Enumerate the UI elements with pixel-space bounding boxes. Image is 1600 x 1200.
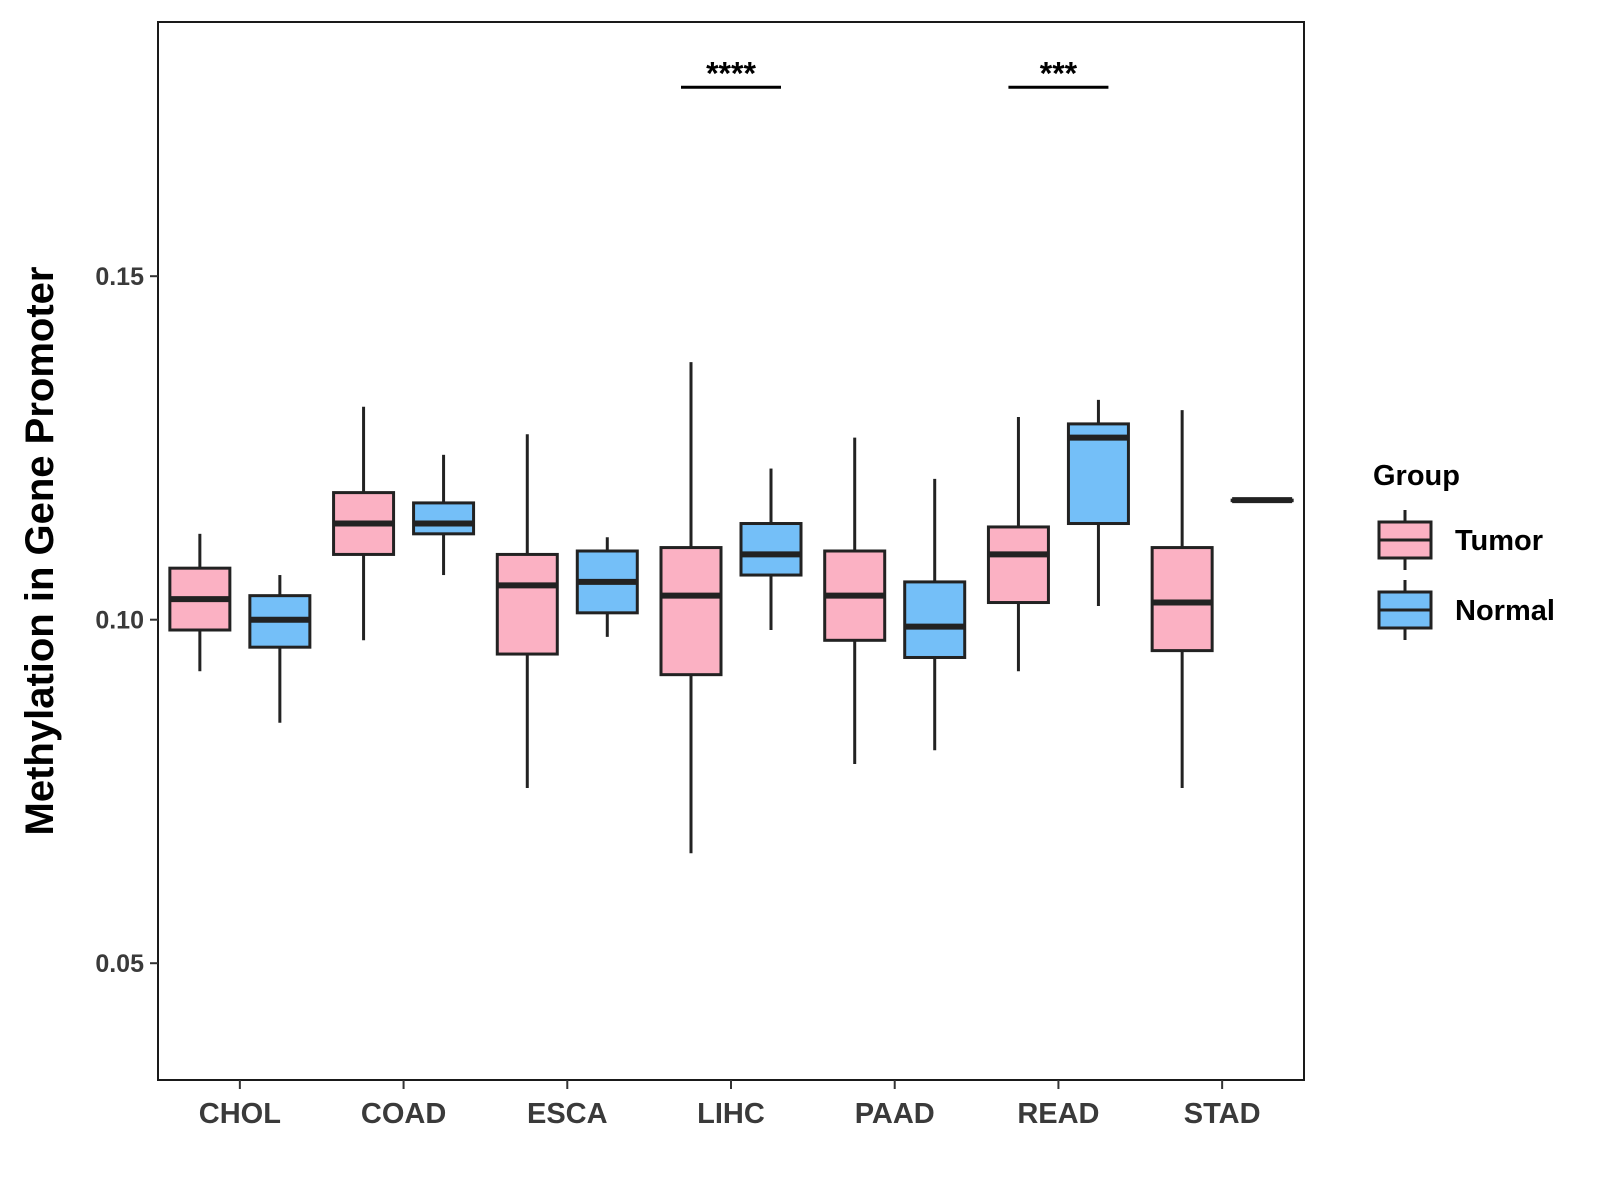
x-tick-label: COAD xyxy=(361,1098,446,1130)
significance-annotations: **** *** xyxy=(681,55,1109,91)
x-axis: CHOL COAD ESCA LIHC PAAD READ STAD xyxy=(199,1080,1261,1130)
box-normal-esca xyxy=(575,537,639,637)
box-normal-paad xyxy=(903,478,967,751)
x-tick-label: CHOL xyxy=(199,1098,281,1130)
y-tick-label: 0.05 xyxy=(95,950,144,978)
box-normal-stad xyxy=(1230,497,1294,504)
box-body xyxy=(412,501,476,536)
y-axis-title: Methylation in Gene Promoter xyxy=(18,267,62,836)
significance-label-read: *** xyxy=(1040,55,1078,91)
y-tick-label: 0.15 xyxy=(95,263,144,291)
box-body xyxy=(739,522,803,577)
x-tick-label: READ xyxy=(1017,1098,1099,1130)
x-tick-label: PAAD xyxy=(855,1098,935,1130)
box-tumor-stad xyxy=(1150,410,1214,789)
box-body xyxy=(659,546,723,677)
legend-items: Tumor Normal xyxy=(1377,510,1555,640)
box-tumor-esca xyxy=(495,434,559,789)
box-tumor-lihc xyxy=(659,362,723,854)
significance-label-lihc: **** xyxy=(706,55,756,91)
box-normal-coad xyxy=(412,454,476,576)
box-tumor-coad xyxy=(332,406,396,641)
legend-label: Normal xyxy=(1455,595,1555,627)
box-tumor-paad xyxy=(823,437,887,764)
legend: Group Tumor Normal xyxy=(1373,460,1555,640)
box-body xyxy=(1150,546,1214,653)
x-tick-label: LIHC xyxy=(697,1098,765,1130)
x-tick-label: ESCA xyxy=(527,1098,608,1130)
box-tumor-read xyxy=(986,417,1050,672)
boxes-layer xyxy=(168,362,1294,854)
box-tumor-chol xyxy=(168,533,232,672)
legend-title: Group xyxy=(1373,460,1460,492)
x-tick-label: STAD xyxy=(1184,1098,1261,1130)
box-normal-chol xyxy=(248,575,312,723)
box-body xyxy=(903,580,967,659)
y-axis: 0.05 0.10 0.15 xyxy=(95,263,158,978)
box-body xyxy=(495,552,559,656)
y-tick-label: 0.10 xyxy=(95,607,144,635)
legend-item-tumor: Tumor xyxy=(1377,510,1543,570)
legend-label: Tumor xyxy=(1455,525,1543,557)
box-normal-lihc xyxy=(739,468,803,631)
box-normal-read xyxy=(1066,399,1130,606)
box-body xyxy=(986,525,1050,605)
legend-item-normal: Normal xyxy=(1377,580,1555,640)
